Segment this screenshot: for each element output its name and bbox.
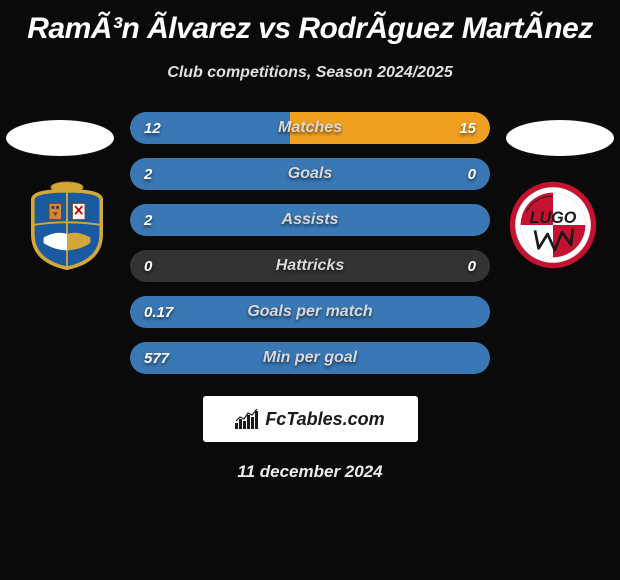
stat-value-left: 0	[144, 250, 152, 282]
club-badge-right: LUGO	[508, 180, 598, 270]
flag-right	[506, 120, 614, 156]
club-badge-left	[22, 180, 112, 270]
stat-row: 0 Hattricks 0	[130, 250, 490, 282]
stat-row: 577 Min per goal	[130, 342, 490, 374]
stat-label: Min per goal	[130, 342, 490, 374]
stat-value-right: 0	[468, 158, 476, 190]
stat-value-right: 0	[468, 250, 476, 282]
date-label: 11 december 2024	[0, 462, 620, 482]
stat-value-left: 0.17	[144, 296, 173, 328]
stat-label: Assists	[130, 204, 490, 236]
stat-row: 12 Matches 15	[130, 112, 490, 144]
comparison-area: LUGO 12 Matches 15 2 Goals 0 2 Assists	[0, 112, 620, 482]
stat-row: 2 Assists	[130, 204, 490, 236]
stat-value-right: 15	[459, 112, 476, 144]
stat-value-left: 12	[144, 112, 161, 144]
fctables-logo: FcTables.com	[203, 396, 418, 442]
subtitle: Club competitions, Season 2024/2025	[0, 64, 620, 82]
stat-label: Goals per match	[130, 296, 490, 328]
stat-row: 0.17 Goals per match	[130, 296, 490, 328]
stat-label: Matches	[130, 112, 490, 144]
stat-label: Goals	[130, 158, 490, 190]
stat-label: Hattricks	[130, 250, 490, 282]
stat-row: 2 Goals 0	[130, 158, 490, 190]
stat-value-left: 577	[144, 342, 169, 374]
chart-icon	[235, 409, 259, 429]
svg-text:LUGO: LUGO	[530, 209, 577, 227]
flag-left	[6, 120, 114, 156]
page-title: RamÃ³n Ãlvarez vs RodrÃ­guez MartÃ­nez	[0, 0, 620, 46]
stat-value-left: 2	[144, 158, 152, 190]
stat-value-left: 2	[144, 204, 152, 236]
stats-list: 12 Matches 15 2 Goals 0 2 Assists 0 Hatt…	[130, 112, 490, 374]
logo-text: FcTables.com	[265, 409, 384, 430]
